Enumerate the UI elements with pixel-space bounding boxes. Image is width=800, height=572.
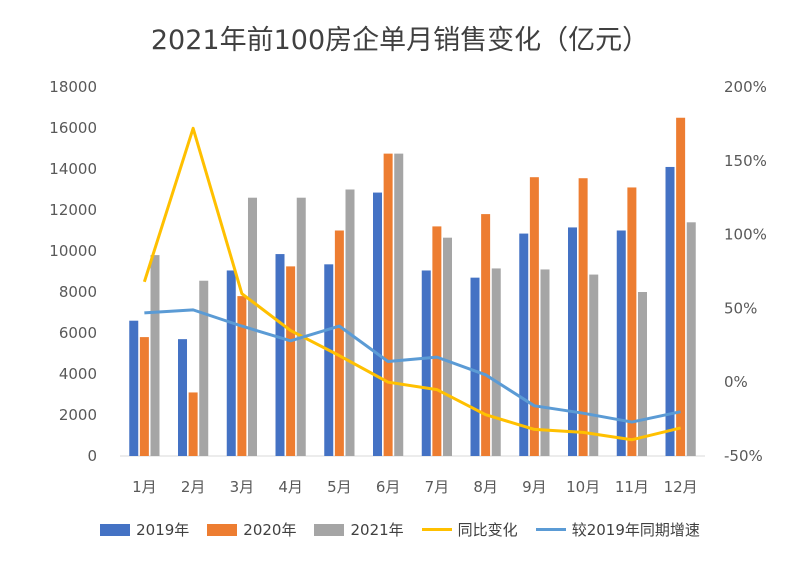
bar-2019年 bbox=[275, 254, 285, 456]
bar-2019年 bbox=[616, 230, 626, 456]
right-axis-tick-label: 150% bbox=[724, 152, 767, 170]
bar-2019年 bbox=[324, 264, 334, 456]
line-series-0 bbox=[142, 126, 681, 442]
left-axis-tick-label: 16000 bbox=[49, 119, 97, 137]
x-axis-tick-label: 10月 bbox=[566, 478, 600, 496]
legend-swatch bbox=[207, 523, 238, 536]
left-axis-tick-label: 4000 bbox=[59, 365, 97, 383]
bar-2021年 bbox=[442, 237, 452, 456]
legend-label: 2019年 bbox=[136, 521, 190, 539]
bar-2019年 bbox=[568, 227, 578, 456]
x-axis-tick-label: 5月 bbox=[327, 478, 352, 496]
bar-2020年 bbox=[529, 177, 539, 456]
legend-label: 2020年 bbox=[243, 521, 297, 539]
bar-2020年 bbox=[383, 153, 393, 456]
bar-2020年 bbox=[286, 266, 296, 456]
line-series-1 bbox=[144, 308, 681, 424]
x-axis-tick-label: 4月 bbox=[278, 478, 303, 496]
right-axis-tick-label: 200% bbox=[724, 78, 767, 96]
right-axis-tick-label: 50% bbox=[724, 299, 757, 317]
legend-item: 同比变化 bbox=[421, 519, 518, 540]
bar-2021年 bbox=[150, 255, 160, 456]
bar-2021年 bbox=[296, 197, 306, 456]
legend-label: 较2019年同期增速 bbox=[571, 521, 700, 539]
x-axis-tick-label: 2月 bbox=[181, 478, 206, 496]
x-axis-tick-label: 11月 bbox=[615, 478, 649, 496]
right-axis-tick-label: 100% bbox=[724, 226, 767, 244]
x-axis-tick-label: 1月 bbox=[132, 478, 157, 496]
left-axis-tick-label: 2000 bbox=[59, 406, 97, 424]
bar-2021年 bbox=[394, 153, 404, 456]
x-axis-tick-label: 9月 bbox=[522, 478, 547, 496]
bar-2021年 bbox=[686, 222, 696, 456]
bar-2021年 bbox=[199, 280, 209, 456]
bar-2021年 bbox=[247, 197, 257, 456]
legend-swatch bbox=[421, 528, 452, 531]
bar-2019年 bbox=[519, 233, 529, 456]
left-axis-tick-label: 12000 bbox=[49, 201, 97, 219]
left-axis-tick-label: 8000 bbox=[59, 283, 97, 301]
bar-2019年 bbox=[470, 277, 480, 456]
chart-title: 2021年前100房企单月销售变化（亿元） bbox=[150, 25, 650, 56]
bar-2019年 bbox=[226, 270, 236, 456]
chart-legend: 2019年 2020年 2021年 同比变化 较2019年同期增速 bbox=[0, 519, 800, 540]
legend-item: 2021年 bbox=[314, 519, 404, 540]
left-axis-tick-label: 14000 bbox=[49, 160, 97, 178]
x-axis-tick-label: 7月 bbox=[425, 478, 450, 496]
bar-2020年 bbox=[578, 178, 588, 456]
x-axis-tick-label: 3月 bbox=[230, 478, 255, 496]
bar-2019年 bbox=[129, 320, 139, 456]
bar-2021年 bbox=[491, 268, 501, 456]
bar-2021年 bbox=[589, 274, 599, 456]
left-axis-tick-label: 18000 bbox=[49, 78, 97, 96]
bar-2021年 bbox=[637, 292, 647, 456]
legend-label: 同比变化 bbox=[457, 521, 518, 539]
bar-2020年 bbox=[237, 296, 247, 456]
bar-2020年 bbox=[627, 187, 637, 456]
bar-2019年 bbox=[665, 166, 675, 456]
bar-2020年 bbox=[481, 214, 491, 456]
bar-2019年 bbox=[373, 192, 383, 456]
left-axis-tick-label: 10000 bbox=[49, 242, 97, 260]
right-axis-tick-label: 0% bbox=[724, 373, 748, 391]
bar-2020年 bbox=[139, 337, 149, 456]
left-axis-tick-label: 0 bbox=[87, 447, 97, 465]
left-axis-tick-label: 6000 bbox=[59, 324, 97, 342]
bar-2020年 bbox=[334, 230, 344, 456]
legend-swatch bbox=[535, 528, 566, 531]
bar-2021年 bbox=[345, 189, 355, 456]
legend-swatch bbox=[314, 523, 345, 536]
bar-2019年 bbox=[178, 339, 188, 456]
legend-label: 2021年 bbox=[350, 521, 404, 539]
right-axis-tick-label: -50% bbox=[724, 447, 763, 465]
legend-item: 2019年 bbox=[100, 519, 189, 540]
bar-2020年 bbox=[432, 226, 442, 456]
x-axis-tick-label: 8月 bbox=[473, 478, 498, 496]
bar-2019年 bbox=[421, 270, 431, 456]
bar-2020年 bbox=[676, 117, 686, 456]
bar-2021年 bbox=[540, 269, 550, 456]
bar-2020年 bbox=[188, 392, 198, 456]
legend-swatch bbox=[100, 523, 131, 536]
x-axis-tick-label: 12月 bbox=[664, 478, 698, 496]
x-axis-tick-label: 6月 bbox=[376, 478, 401, 496]
legend-item: 较2019年同期增速 bbox=[535, 519, 700, 540]
legend-item: 2020年 bbox=[207, 519, 296, 540]
